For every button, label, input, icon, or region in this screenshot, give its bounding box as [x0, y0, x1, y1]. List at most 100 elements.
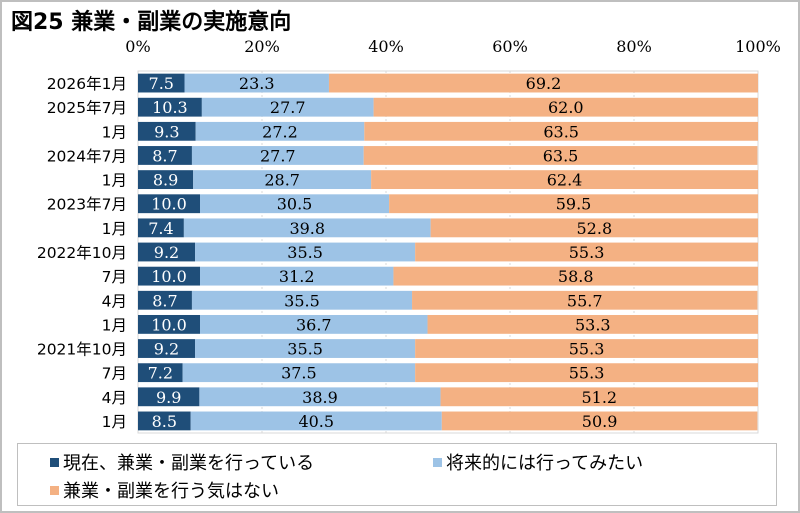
bar-segment-series-2 [415, 242, 758, 262]
data-label-series-1: 38.9 [302, 388, 338, 407]
bar-segment-series-2 [427, 314, 758, 334]
data-label-series-2: 53.3 [575, 315, 611, 334]
legend-item-none: 兼業・副業を行う気はない [50, 477, 279, 503]
data-label-series-1: 30.5 [277, 195, 313, 214]
bar-segment-series-0 [138, 73, 185, 93]
bar-segment-series-1 [195, 339, 416, 358]
data-label-series-0: 8.5 [152, 412, 177, 431]
data-label-series-2: 51.2 [581, 388, 617, 407]
bar-segment-series-0 [138, 266, 200, 286]
bar-segment-series-0 [138, 411, 191, 431]
data-label-series-1: 28.7 [264, 171, 300, 190]
category-label: 4月 [102, 292, 127, 310]
data-label-series-2: 62.4 [547, 171, 583, 190]
data-label-series-0: 8.9 [153, 171, 178, 190]
category-label: 2023年7月 [47, 196, 127, 214]
x-tick-label: 80% [616, 37, 652, 56]
bar-segment-series-0 [138, 194, 200, 214]
bar-segment-series-0 [138, 387, 200, 407]
category-label: 1月 [102, 413, 127, 431]
category-label: 7月 [102, 365, 127, 383]
bar-segment-series-2 [328, 73, 758, 93]
bar-segment-series-1 [201, 97, 374, 117]
data-label-series-0: 9.2 [154, 340, 179, 359]
data-label-series-0: 9.9 [156, 388, 181, 407]
data-label-series-2: 58.8 [558, 267, 594, 286]
bar-segment-series-2 [430, 218, 758, 238]
bar-segment-series-2 [415, 339, 758, 358]
data-label-series-1: 27.2 [262, 122, 298, 141]
bar-segment-series-1 [184, 73, 329, 93]
data-label-series-2: 55.3 [569, 243, 605, 262]
category-label: 1月 [102, 316, 127, 334]
y-axis-categories: 2026年1月 2025年7月 1月 2024年7月 1月 2023年7月 1月 2022年1… [37, 75, 127, 431]
legend-label-none: 兼業・副業を行う気はない [63, 481, 279, 502]
legend-item-current: 現在、兼業・副業を行っている [50, 449, 314, 475]
bar-segment-series-2 [415, 363, 758, 383]
category-label: 7月 [102, 268, 127, 286]
data-label-series-0: 7.2 [148, 364, 173, 383]
bar-segment-series-1 [199, 387, 441, 407]
legend-label-future: 将来的には行ってみたい [446, 453, 644, 474]
legend-swatch-future [433, 457, 442, 467]
data-label-series-2: 50.9 [582, 412, 618, 431]
category-label: 1月 [102, 123, 127, 141]
bar-segment-series-2 [440, 387, 758, 407]
bar-segment-series-1 [200, 314, 428, 334]
data-label-series-2: 63.5 [543, 146, 579, 165]
bar-segment-series-1 [195, 242, 416, 262]
data-label-series-0: 10.0 [151, 315, 187, 334]
legend-item-future: 将来的には行ってみたい [433, 449, 643, 475]
data-label-series-1: 27.7 [260, 146, 296, 165]
x-tick-label: 60% [492, 37, 528, 56]
data-label-series-2: 59.5 [556, 195, 592, 214]
data-label-series-1: 40.5 [298, 412, 334, 431]
bar-segment-series-0 [138, 121, 196, 141]
legend-swatch-none [50, 485, 59, 495]
data-label-series-2: 52.8 [577, 219, 613, 238]
bar-segment-series-2 [393, 266, 758, 286]
bar-segment-series-2 [441, 411, 758, 431]
bar-segment-series-0 [138, 290, 192, 310]
bar-segment-series-0 [138, 314, 200, 334]
legend-swatch-current [50, 457, 59, 467]
bar-segment-series-1 [191, 290, 413, 310]
bar-segment-series-0 [138, 146, 192, 165]
data-label-series-0: 8.7 [152, 291, 177, 310]
bar-segment-series-0 [138, 218, 184, 238]
data-label-series-1: 35.5 [287, 243, 323, 262]
legend-label-current: 現在、兼業・副業を行っている [63, 453, 315, 474]
bar-segment-series-1 [195, 121, 365, 141]
bar-segment-series-1 [191, 146, 364, 165]
data-label-series-1: 23.3 [239, 74, 275, 93]
data-label-series-0: 10.0 [151, 267, 187, 286]
bar-segment-series-1 [183, 218, 431, 238]
data-label-series-0: 9.3 [154, 122, 179, 141]
data-label-series-1: 36.7 [296, 315, 332, 334]
data-label-series-2: 55.7 [567, 291, 603, 310]
data-label-series-0: 8.7 [152, 146, 177, 165]
data-label-series-1: 31.2 [279, 267, 315, 286]
bar-segment-series-2 [364, 121, 758, 141]
data-label-series-2: 55.3 [569, 340, 605, 359]
category-label: 2022年10月 [37, 244, 127, 262]
x-tick-label: 20% [244, 37, 280, 56]
bar-segment-series-1 [193, 170, 372, 190]
bar-segment-series-0 [138, 242, 196, 262]
category-label: 2026年1月 [47, 75, 127, 93]
x-axis-ticks: 0% 20% 40% 60% 80% 100% [125, 37, 781, 56]
data-label-series-0: 7.5 [149, 74, 174, 93]
data-label-series-1: 39.8 [289, 219, 325, 238]
bars [138, 73, 758, 431]
bar-segment-series-2 [373, 97, 758, 117]
bar-segment-series-2 [371, 170, 758, 190]
legend: 現在、兼業・副業を行っている 将来的には行ってみたい 兼業・副業を行う気はない [17, 443, 777, 506]
category-label: 4月 [102, 389, 127, 407]
category-label: 1月 [102, 172, 127, 190]
x-tick-label: 100% [735, 37, 781, 56]
bar-segment-series-1 [200, 194, 390, 214]
data-label-series-1: 27.7 [270, 98, 306, 117]
x-tick-label: 0% [125, 37, 150, 56]
data-label-series-0: 7.4 [148, 219, 173, 238]
